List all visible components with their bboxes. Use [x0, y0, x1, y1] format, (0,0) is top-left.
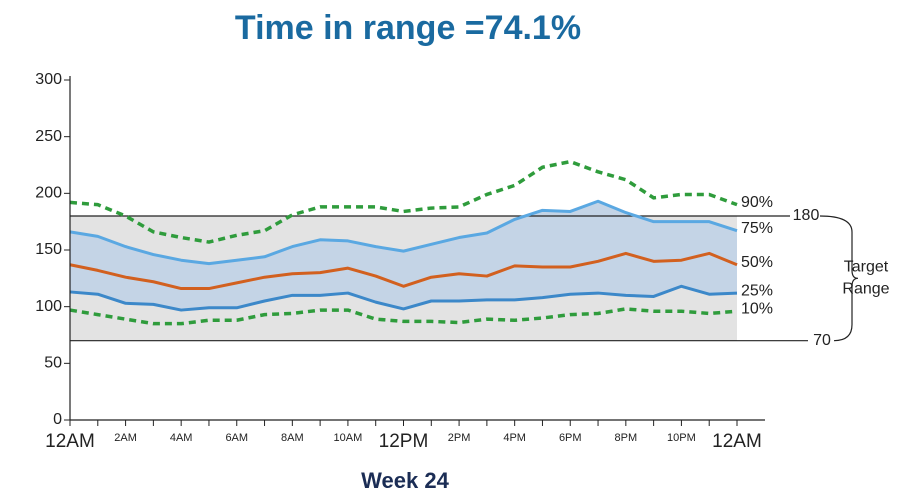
target-label: 70 [813, 332, 831, 349]
target-range-label: Range [842, 281, 889, 298]
y-tick-label: 50 [44, 355, 62, 372]
series-label: 25% [741, 282, 773, 299]
x-tick-label: 8AM [281, 432, 304, 444]
y-tick-label: 0 [53, 411, 62, 428]
y-tick-label: 100 [35, 298, 62, 315]
x-tick-label: 10AM [334, 432, 363, 444]
y-tick-label: 200 [35, 185, 62, 202]
target-bracket [819, 215, 859, 342]
chart-title: Time in range =74.1% [235, 9, 581, 47]
percentile-line [69, 251, 738, 291]
series-label: 10% [741, 300, 773, 317]
y-tick-label: 250 [35, 128, 62, 145]
x-tick-label: 6PM [559, 432, 582, 444]
x-tick-label: 2PM [448, 432, 471, 444]
x-tick-label: 4AM [170, 432, 193, 444]
percentile-line [69, 307, 738, 326]
series-label: 75% [741, 220, 773, 237]
x-axis-label: Week 24 [361, 468, 449, 493]
y-tick-label: 300 [35, 71, 62, 88]
series-label: 50% [741, 254, 773, 271]
x-tick-label: 2AM [114, 432, 137, 444]
percentile-line [69, 284, 738, 312]
target-label: 180 [793, 207, 820, 224]
y-tick-label: 150 [35, 241, 62, 258]
x-tick-label: 10PM [667, 432, 696, 444]
x-tick-label: 8PM [615, 432, 638, 444]
target-range-label: Target [844, 259, 889, 276]
x-tick-label: 12AM [712, 431, 762, 452]
x-tick-label: 4PM [503, 432, 526, 444]
x-tick-label: 12PM [379, 431, 429, 452]
x-tick-label: 12AM [45, 431, 95, 452]
x-tick-label: 6AM [225, 432, 248, 444]
percentile-line [69, 199, 738, 266]
series-label: 90% [741, 194, 773, 211]
